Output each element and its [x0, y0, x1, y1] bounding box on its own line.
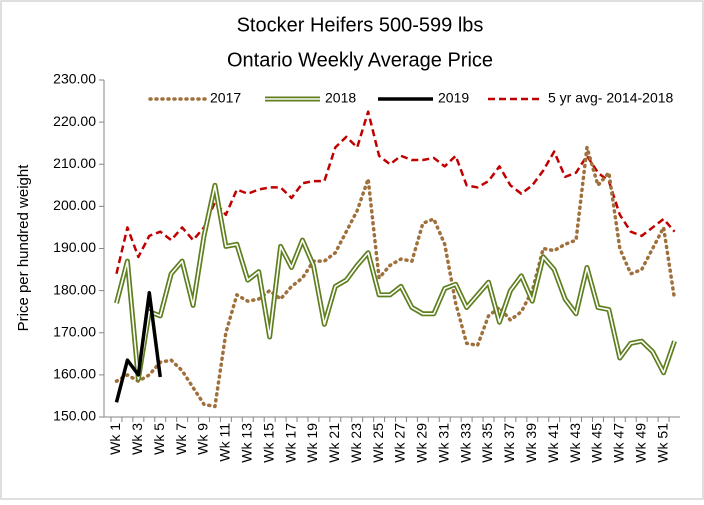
x-tick-label: Wk 23 [348, 423, 364, 463]
x-tick-label: Wk 51 [654, 423, 670, 463]
chart-title: Ontario Weekly Average Price [227, 49, 493, 71]
x-tick-label: Wk 39 [523, 423, 539, 463]
legend-label: 2017 [210, 90, 241, 106]
x-tick-label: Wk 43 [567, 423, 583, 463]
x-tick-label: Wk 25 [370, 423, 386, 463]
y-tick-label: 220.00 [53, 113, 96, 129]
legend-label: 2019 [438, 90, 469, 106]
x-tick-label: Wk 11 [217, 423, 233, 462]
x-tick-label: Wk 5 [151, 423, 167, 455]
y-tick-label: 170.00 [53, 323, 96, 339]
x-tick-label: Wk 49 [632, 423, 648, 463]
x-tick-label: Wk 15 [260, 423, 276, 463]
x-tick-label: Wk 3 [129, 423, 145, 455]
x-tick-label: Wk 33 [457, 423, 473, 463]
x-tick-label: Wk 9 [195, 423, 211, 455]
y-tick-label: 210.00 [53, 155, 96, 171]
x-tick-label: Wk 41 [545, 423, 561, 463]
series-line [114, 290, 162, 403]
y-axis-label: Price per hundred weight [15, 164, 32, 332]
x-tick-label: Wk 45 [589, 423, 605, 463]
legend-label: 2018 [325, 90, 356, 106]
x-tick-label: Wk 21 [326, 423, 342, 463]
x-tick-label: Wk 27 [392, 423, 408, 463]
series-line [114, 145, 677, 409]
x-tick-label: Wk 31 [435, 423, 451, 463]
x-tick-label: Wk 47 [611, 423, 627, 463]
y-tick-label: 200.00 [53, 197, 96, 213]
y-tick-label: 160.00 [53, 366, 96, 382]
x-tick-label: Wk 37 [501, 423, 517, 463]
x-tick-label: Wk 35 [479, 423, 495, 463]
legend-label: 5 yr avg- 2014-2018 [548, 90, 674, 106]
x-tick-label: Wk 13 [238, 423, 254, 463]
y-tick-label: 230.00 [53, 71, 96, 87]
y-tick-label: 180.00 [53, 281, 96, 297]
x-tick-label: Wk 1 [107, 423, 123, 455]
series-line [115, 184, 676, 380]
x-tick-label: Wk 17 [282, 423, 298, 463]
y-tick-label: 150.00 [53, 408, 96, 424]
y-tick-label: 190.00 [53, 239, 96, 255]
x-tick-label: Wk 29 [414, 423, 430, 463]
x-tick-label: Wk 7 [173, 423, 189, 455]
x-tick-label: Wk 19 [304, 423, 320, 463]
chart-title: Stocker Heifers 500-599 lbs [237, 14, 484, 36]
